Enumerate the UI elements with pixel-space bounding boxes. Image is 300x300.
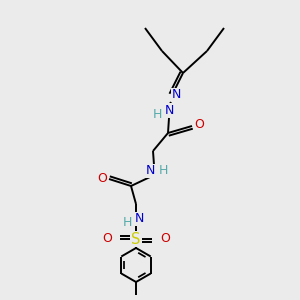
Text: N: N bbox=[171, 88, 181, 101]
Text: H: H bbox=[122, 215, 132, 229]
Text: S: S bbox=[131, 232, 141, 247]
Text: N: N bbox=[164, 103, 174, 116]
Text: O: O bbox=[160, 232, 170, 245]
Text: O: O bbox=[102, 232, 112, 245]
Text: N: N bbox=[145, 164, 155, 178]
Text: O: O bbox=[97, 172, 107, 184]
Text: N: N bbox=[134, 212, 144, 226]
Text: H: H bbox=[158, 164, 168, 178]
Text: O: O bbox=[194, 118, 204, 131]
Text: H: H bbox=[152, 107, 162, 121]
